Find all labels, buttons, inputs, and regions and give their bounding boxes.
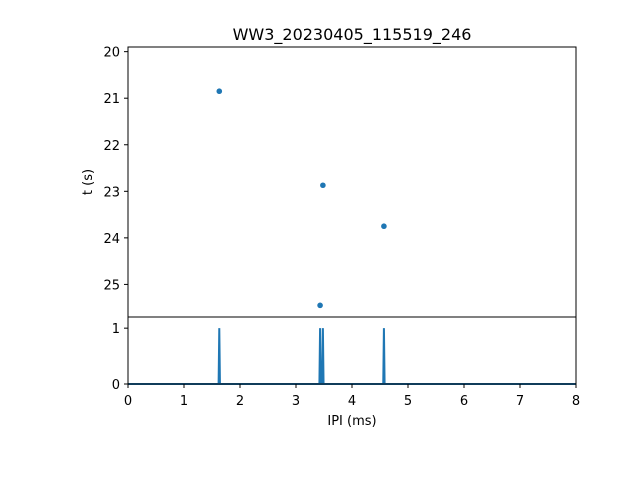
y-tick-label: 0 xyxy=(112,378,120,393)
scatter-marks xyxy=(216,88,387,309)
y-tick-label: 20 xyxy=(103,46,120,61)
x-axis-label: IPI (ms) xyxy=(327,414,376,429)
scatter-point xyxy=(317,302,323,309)
x-tick-label: 6 xyxy=(460,394,468,409)
x-tick-label: 2 xyxy=(236,394,244,409)
chart-title: WW3_20230405_115519_246 xyxy=(233,25,472,45)
x-tick-label: 1 xyxy=(180,394,188,409)
x-tick-label: 3 xyxy=(292,394,300,409)
x-tick-label: 5 xyxy=(404,394,412,409)
y-tick-label: 21 xyxy=(103,92,120,107)
x-tick-label: 0 xyxy=(124,394,132,409)
scatter-point xyxy=(381,223,387,230)
y-tick-label: 23 xyxy=(103,185,120,200)
x-axis-ticks: 0 1 2 3 4 5 6 7 8 xyxy=(124,384,580,409)
scatter-y-ticks: 20 21 22 23 24 25 xyxy=(103,46,128,293)
y-tick-label: 1 xyxy=(112,322,120,337)
y-tick-label: 25 xyxy=(103,278,120,293)
histogram-y-ticks: 01 xyxy=(112,322,128,393)
scatter-point xyxy=(216,88,223,95)
x-tick-label: 8 xyxy=(572,394,580,409)
scatter-panel: 20 21 22 23 24 25 WW3_20230405_115519_246 t (… xyxy=(81,25,577,318)
x-tick-label: 4 xyxy=(348,394,356,409)
y-tick-label: 24 xyxy=(103,232,120,247)
scatter-point xyxy=(320,182,326,189)
y-tick-label: 22 xyxy=(103,139,120,154)
histogram-frame xyxy=(127,316,577,385)
y-axis-label: t (s) xyxy=(81,169,96,195)
x-tick-label: 7 xyxy=(516,394,524,409)
